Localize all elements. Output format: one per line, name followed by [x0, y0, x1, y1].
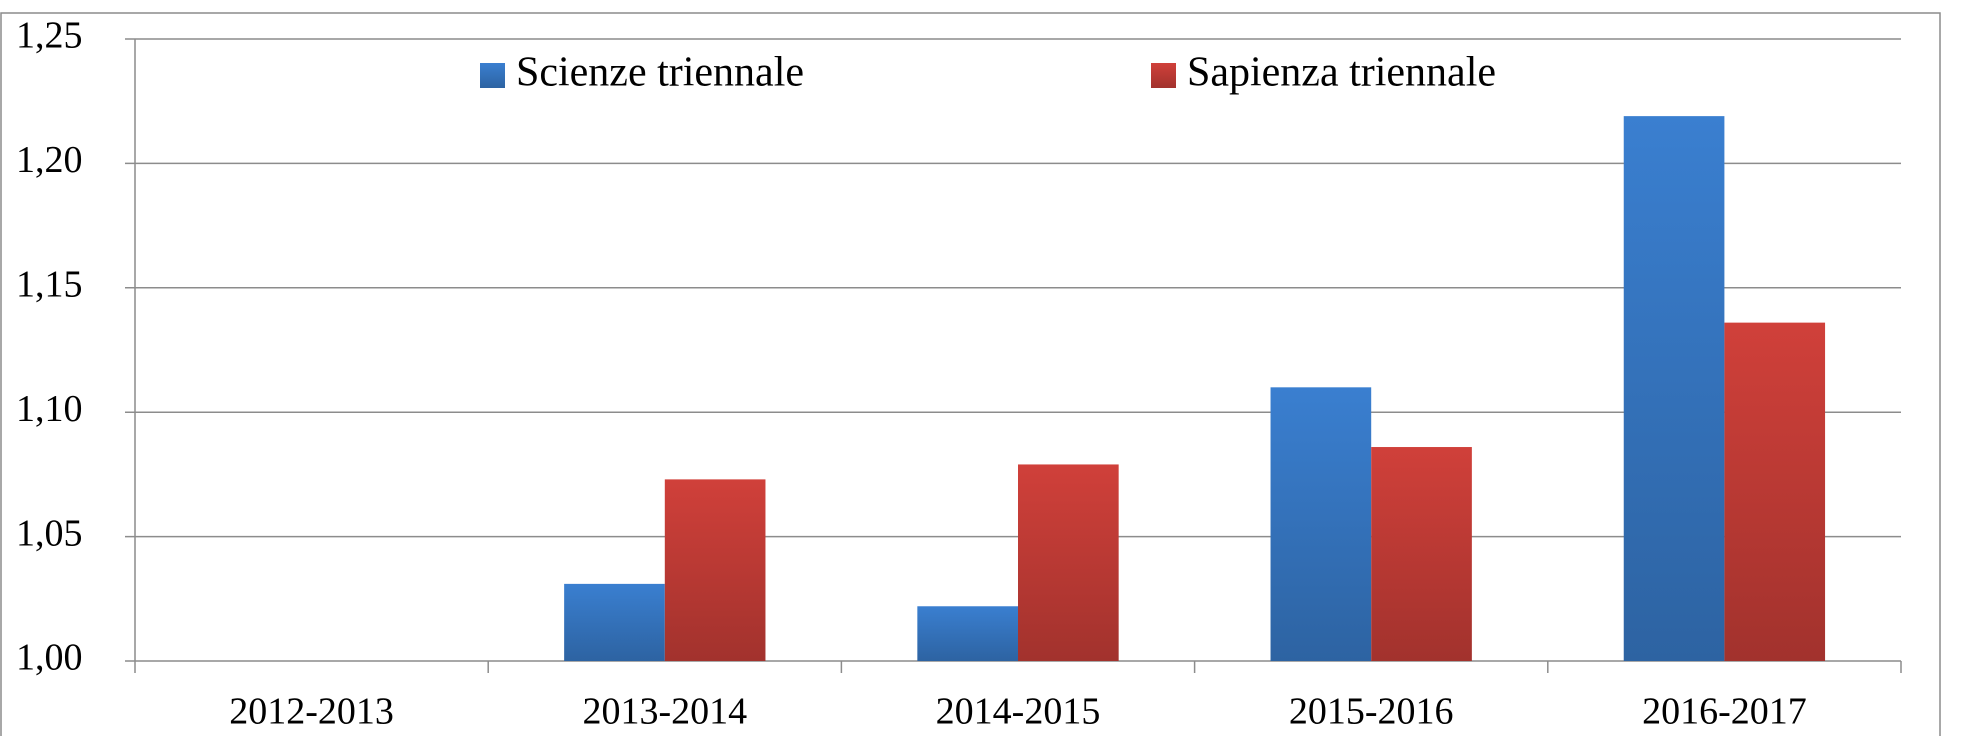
chart-border: [0, 12, 1941, 736]
x-tick-label: 2015-2016: [1289, 691, 1454, 733]
x-tick-label: 2013-2014: [582, 691, 747, 733]
bar: [1018, 464, 1119, 661]
y-tick-label: 1,05: [16, 512, 83, 554]
bar: [1724, 322, 1826, 661]
legend-label: Sapienza triennale: [1187, 50, 1496, 96]
legend-swatch: [480, 63, 505, 88]
y-tick-label: 1,10: [16, 388, 83, 430]
y-tick-label: 1,20: [16, 139, 83, 181]
x-tick-label: 2012-2013: [229, 691, 394, 733]
bar: [564, 583, 665, 661]
bar: [664, 479, 766, 661]
legend-swatch: [1151, 63, 1176, 88]
y-tick-label: 1,15: [16, 264, 83, 306]
x-tick-label: 2016-2017: [1642, 691, 1807, 733]
y-tick-label: 1,25: [16, 15, 83, 57]
legend-label: Scienze triennale: [516, 50, 804, 96]
bar: [1270, 387, 1372, 661]
bar: [917, 606, 1018, 661]
bar: [1371, 447, 1472, 661]
y-tick-label: 1,00: [16, 637, 83, 679]
x-tick-label: 2014-2015: [936, 691, 1101, 733]
bar: [1623, 116, 1725, 662]
